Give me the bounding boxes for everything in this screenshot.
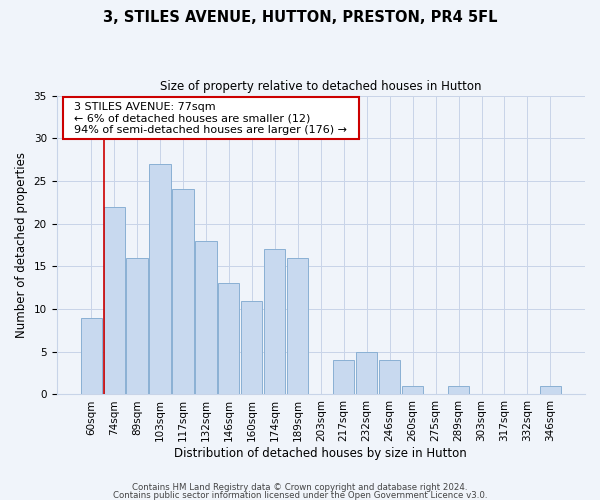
- Bar: [287, 258, 308, 394]
- Bar: [264, 250, 286, 394]
- Bar: [333, 360, 354, 394]
- Text: 3 STILES AVENUE: 77sqm  
  ← 6% of detached houses are smaller (12)  
  94% of s: 3 STILES AVENUE: 77sqm ← 6% of detached …: [67, 102, 354, 134]
- Text: Contains public sector information licensed under the Open Government Licence v3: Contains public sector information licen…: [113, 490, 487, 500]
- Bar: [80, 318, 101, 394]
- Bar: [149, 164, 170, 394]
- Title: Size of property relative to detached houses in Hutton: Size of property relative to detached ho…: [160, 80, 482, 93]
- Bar: [402, 386, 423, 394]
- Bar: [127, 258, 148, 394]
- Bar: [218, 284, 239, 395]
- Y-axis label: Number of detached properties: Number of detached properties: [15, 152, 28, 338]
- Bar: [196, 240, 217, 394]
- Bar: [104, 206, 125, 394]
- Bar: [172, 190, 194, 394]
- Bar: [356, 352, 377, 395]
- Bar: [448, 386, 469, 394]
- Text: 3, STILES AVENUE, HUTTON, PRESTON, PR4 5FL: 3, STILES AVENUE, HUTTON, PRESTON, PR4 5…: [103, 10, 497, 25]
- Bar: [540, 386, 561, 394]
- Text: Contains HM Land Registry data © Crown copyright and database right 2024.: Contains HM Land Registry data © Crown c…: [132, 484, 468, 492]
- X-axis label: Distribution of detached houses by size in Hutton: Distribution of detached houses by size …: [175, 447, 467, 460]
- Bar: [379, 360, 400, 394]
- Bar: [241, 300, 262, 394]
